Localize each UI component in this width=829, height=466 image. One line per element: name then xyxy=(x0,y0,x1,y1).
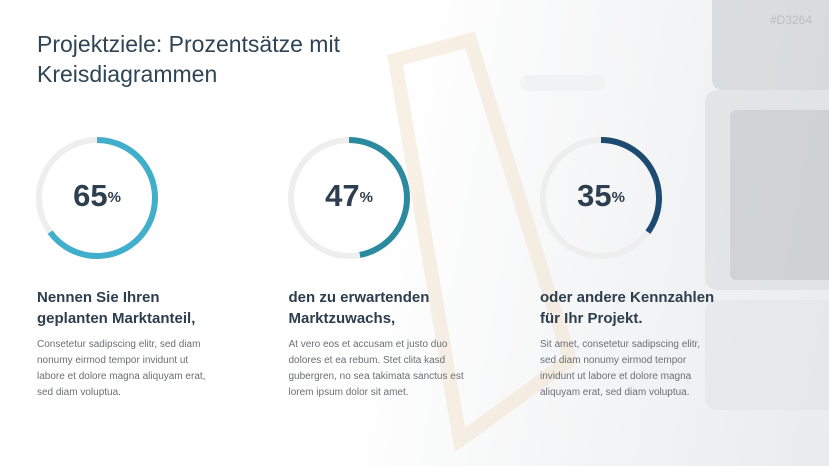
slide-code: #D3264 xyxy=(770,13,812,27)
value-unit: % xyxy=(612,189,625,206)
ring-arc xyxy=(47,137,158,259)
value-label: 65% xyxy=(73,178,121,213)
ring-arc xyxy=(600,137,662,234)
heading-line: geplanten Marktanteil, xyxy=(37,310,195,327)
body-line: aliquyam erat, sed diam voluptua. xyxy=(540,387,690,398)
body-line: lorem ipsum dolor sit amet. xyxy=(289,387,409,398)
heading-line: Marktzuwachs, xyxy=(289,310,396,327)
value-label: 35% xyxy=(577,178,625,213)
value-number: 65 xyxy=(73,178,107,213)
body-line: dolores et ea rebum. Stet clita kasd xyxy=(289,355,446,366)
value-number: 47 xyxy=(325,178,359,213)
body-line: sed diam voluptua. xyxy=(37,387,121,398)
body-line: Sit amet, consetetur sadipscing elitr, xyxy=(540,339,700,350)
body-line: nonumy eirmod tempor invidunt ut xyxy=(37,355,188,366)
body-line: gubergren, no sea takimata sanctus est xyxy=(289,371,464,382)
title-line: Kreisdiagrammen xyxy=(37,61,217,87)
heading-line: den zu erwartenden xyxy=(289,289,430,306)
ring-arc xyxy=(348,137,410,258)
value-unit: % xyxy=(108,189,121,206)
heading-line: für Ihr Projekt. xyxy=(540,310,643,327)
body-line: Consetetur sadipscing elitr, sed diam xyxy=(37,339,200,350)
heading-line: Nennen Sie Ihren xyxy=(37,289,160,306)
body-line: sed diam nonumy eirmod tempor xyxy=(540,355,687,366)
heading-line: oder andere Kennzahlen xyxy=(540,289,714,306)
value-unit: % xyxy=(360,189,373,206)
value-label: 47% xyxy=(325,178,373,213)
body-line: invidunt ut labore et dolore magna xyxy=(540,371,692,382)
title-line: Projektziele: Prozentsätze mit xyxy=(37,31,341,57)
body-line: At vero eos et accusam et justo duo xyxy=(289,339,448,350)
background-decor xyxy=(387,0,829,453)
body-line: labore et dolore magna aliquyam erat, xyxy=(37,371,205,382)
value-number: 35 xyxy=(577,178,611,213)
